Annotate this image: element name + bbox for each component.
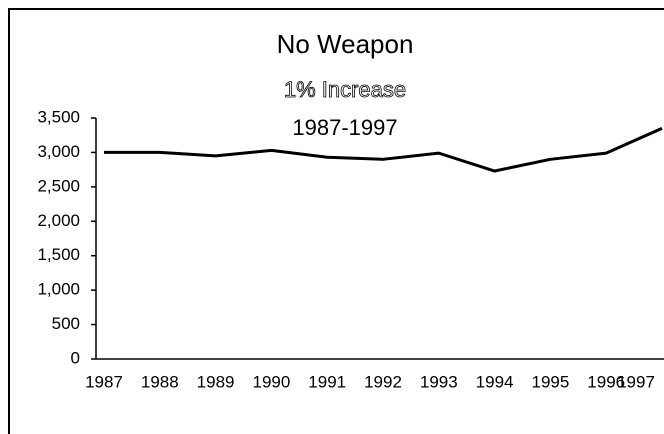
x-tick-label: 1987	[85, 372, 123, 391]
chart-frame	[8, 8, 664, 434]
data-line	[104, 126, 663, 173]
x-tick-label: 1991	[308, 372, 346, 391]
y-tick-label: 1,000	[37, 280, 80, 299]
y-tick-label: 0	[71, 348, 80, 367]
chart-subtitle: 1% Increase	[284, 77, 406, 102]
y-tick-label: 1,500	[37, 245, 80, 264]
x-tick-label: 1997	[617, 372, 655, 391]
y-tick-label: 2,500	[37, 176, 80, 195]
y-tick-label: 3,500	[37, 107, 80, 126]
x-tick-label: 1993	[420, 372, 458, 391]
x-tick-label: 1990	[252, 372, 290, 391]
x-tick-label: 1995	[531, 372, 569, 391]
chart-subtitle: 1987-1997	[292, 115, 397, 140]
y-tick-label: 2,000	[37, 211, 80, 230]
x-tick-label: 1989	[197, 372, 235, 391]
x-tick-label: 1994	[476, 372, 514, 391]
chart-title: No Weapon	[277, 29, 414, 59]
y-tick-label: 500	[52, 314, 80, 333]
y-tick-label: 3,000	[37, 142, 80, 161]
x-tick-label: 1992	[364, 372, 402, 391]
x-tick-label: 1996	[587, 372, 625, 391]
x-tick-label: 1988	[141, 372, 179, 391]
